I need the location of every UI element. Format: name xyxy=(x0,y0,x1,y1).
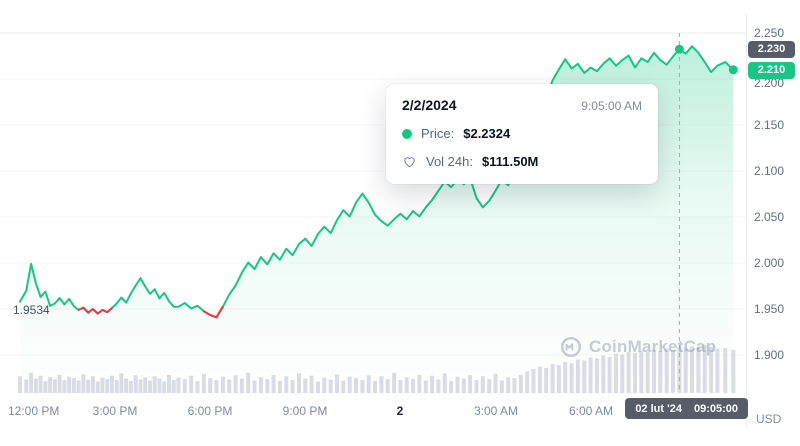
tooltip-vol-label: Vol 24h: xyxy=(426,154,473,169)
x-axis-tick: 3:00 AM xyxy=(473,404,519,418)
y-axis-tick: 2.050 xyxy=(754,210,785,224)
tooltip-price-value: $2.2324 xyxy=(463,126,511,141)
tooltip-date: 2/2/2024 xyxy=(402,97,457,113)
currency-unit-label: USD xyxy=(756,412,782,426)
crosshair-date-label: 02 lut '24 xyxy=(635,402,682,415)
y-axis-tick: 1.950 xyxy=(754,302,785,316)
price-line-down-segment xyxy=(77,306,113,315)
y-axis-tick: 2.150 xyxy=(754,118,785,132)
price-series-dot-icon xyxy=(402,128,412,139)
crosshair-price-badge: 2.230 xyxy=(748,41,795,58)
x-axis-tick: 6:00 AM xyxy=(568,404,614,418)
y-axis-tick: 2.000 xyxy=(754,256,785,270)
chart-tooltip: 2/2/2024 9:05:00 AM Price: $2.2324 Vol 2… xyxy=(386,84,658,184)
last-price-dot xyxy=(728,65,738,75)
y-axis-tick: 2.200 xyxy=(754,76,785,90)
volume-heart-icon xyxy=(404,157,415,168)
tooltip-vol-value: $111.50M xyxy=(482,154,539,169)
last-price-badge: 2.210 xyxy=(748,62,795,79)
price-chart[interactable] xyxy=(0,0,746,432)
crosshair-clock-label: 09:05:00 xyxy=(693,402,738,415)
tooltip-time: 9:05:00 AM xyxy=(581,99,642,113)
tooltip-price-row: Price: $2.2324 xyxy=(402,126,642,141)
y-axis-tick: 1.900 xyxy=(754,348,785,362)
y-axis-border xyxy=(746,14,747,428)
price-line xyxy=(19,45,735,319)
hover-point-dot xyxy=(674,44,684,54)
x-axis-tick: 12:00 PM xyxy=(8,404,60,418)
crosshair-time-badge: 02 lut '24 09:05:00 xyxy=(625,398,748,419)
tooltip-price-label: Price: xyxy=(421,126,455,141)
tooltip-header: 2/2/2024 9:05:00 AM xyxy=(402,97,642,113)
x-axis-tick: 6:00 PM xyxy=(187,404,233,418)
y-axis-tick: 2.100 xyxy=(754,164,785,178)
x-axis-tick: 2 xyxy=(396,404,404,418)
volume-bars xyxy=(18,345,736,393)
coinmarketcap-logo-icon xyxy=(561,337,581,357)
y-axis-tick: 2.250 xyxy=(754,26,785,40)
open-price-label: 1.9534 xyxy=(13,303,50,317)
x-axis-tick: 9:00 PM xyxy=(282,404,328,418)
watermark-text: CoinMarketCap xyxy=(589,337,717,356)
coinmarketcap-watermark: CoinMarketCap xyxy=(560,336,716,358)
tooltip-volume-row: Vol 24h: $111.50M xyxy=(402,154,642,169)
x-axis-tick: 3:00 PM xyxy=(92,404,138,418)
price-line-down-segment xyxy=(202,305,224,319)
